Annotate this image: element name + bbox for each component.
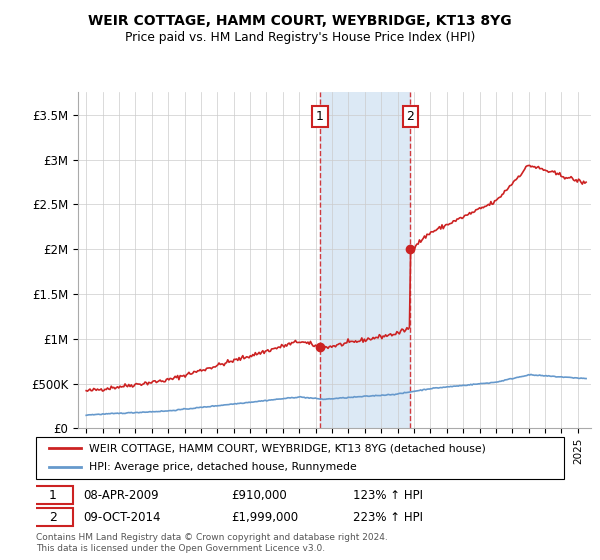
Text: 1: 1	[49, 489, 57, 502]
Text: Contains HM Land Registry data © Crown copyright and database right 2024.
This d: Contains HM Land Registry data © Crown c…	[36, 533, 388, 553]
FancyBboxPatch shape	[34, 486, 73, 505]
Bar	[320, 92, 410, 428]
Text: Price paid vs. HM Land Registry's House Price Index (HPI): Price paid vs. HM Land Registry's House …	[125, 31, 475, 44]
Text: 09-OCT-2014: 09-OCT-2014	[83, 511, 161, 524]
Text: £910,000: £910,000	[232, 489, 287, 502]
Text: 1: 1	[316, 110, 324, 123]
Text: HPI: Average price, detached house, Runnymede: HPI: Average price, detached house, Runn…	[89, 463, 356, 473]
Text: WEIR COTTAGE, HAMM COURT, WEYBRIDGE, KT13 8YG (detached house): WEIR COTTAGE, HAMM COURT, WEYBRIDGE, KT1…	[89, 443, 485, 453]
FancyBboxPatch shape	[34, 508, 73, 526]
Text: 123% ↑ HPI: 123% ↑ HPI	[353, 489, 423, 502]
Text: 223% ↑ HPI: 223% ↑ HPI	[353, 511, 423, 524]
Text: WEIR COTTAGE, HAMM COURT, WEYBRIDGE, KT13 8YG: WEIR COTTAGE, HAMM COURT, WEYBRIDGE, KT1…	[88, 14, 512, 28]
Text: 2: 2	[49, 511, 57, 524]
Text: 2: 2	[406, 110, 414, 123]
FancyBboxPatch shape	[36, 437, 564, 479]
Text: 08-APR-2009: 08-APR-2009	[83, 489, 159, 502]
Text: £1,999,000: £1,999,000	[232, 511, 298, 524]
